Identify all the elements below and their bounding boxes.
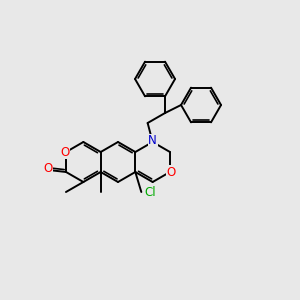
Text: Cl: Cl [144, 187, 156, 200]
Text: N: N [148, 134, 157, 148]
Text: O: O [166, 166, 176, 178]
Text: O: O [43, 163, 52, 176]
Text: O: O [60, 146, 70, 158]
